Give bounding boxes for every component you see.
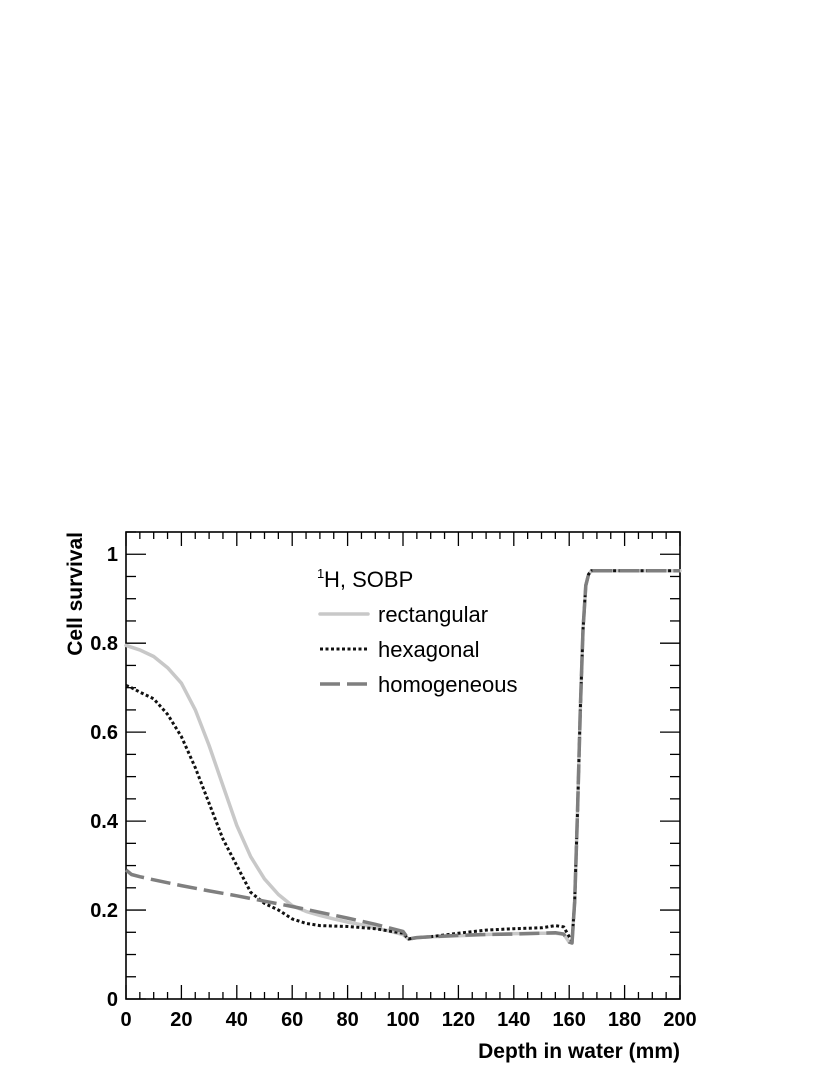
y-tick-label: 0.2 (90, 900, 118, 922)
x-tick-label: 0 (120, 1009, 131, 1031)
y-tick-label: 1 (107, 544, 118, 566)
x-tick-label: 100 (386, 1009, 419, 1031)
legend-label-rectangular: rectangular (378, 602, 488, 627)
x-tick-label: 200 (663, 1009, 696, 1031)
minor-ticks (126, 531, 680, 999)
legend-label-homogeneous: homogeneous (378, 672, 517, 697)
x-tick-label: 180 (608, 1009, 641, 1031)
series-line-homogeneous (124, 568, 680, 945)
y-tick-labels: 0 0.2 0.4 0.6 0.8 1 (90, 544, 119, 1011)
major-ticks (125, 532, 681, 1000)
x-tick-label: 160 (553, 1009, 586, 1031)
x-tick-labels: 0 20 40 60 80 100 120 140 160 180 200 (120, 1009, 696, 1031)
series-line-hexagonal (125, 569, 680, 943)
x-tick-label: 20 (170, 1009, 192, 1031)
legend-label-hexagonal: hexagonal (378, 637, 480, 662)
series-layer (124, 568, 682, 945)
y-tick-label: 0.6 (90, 722, 118, 744)
legend-header-superscript: 1 (317, 566, 324, 581)
x-tick-label: 140 (497, 1009, 530, 1031)
y-tick-label: 0 (107, 989, 118, 1011)
y-tick-label: 0.4 (90, 811, 119, 833)
legend-entries: rectangular hexagonal homogeneous (318, 602, 517, 697)
x-tick-label: 120 (442, 1009, 475, 1031)
y-axis-label: Cell survival (64, 532, 87, 656)
x-tick-label: 80 (336, 1009, 358, 1031)
x-tick-label: 60 (281, 1009, 303, 1031)
legend: 1 H, SOBP rectangular hexagonal homogeneou… (317, 566, 517, 697)
legend-header: H, SOBP (324, 567, 413, 592)
x-tick-label: 40 (226, 1009, 248, 1031)
y-tick-label: 0.8 (90, 633, 118, 655)
x-axis-label: Depth in water (mm) (478, 1040, 680, 1063)
